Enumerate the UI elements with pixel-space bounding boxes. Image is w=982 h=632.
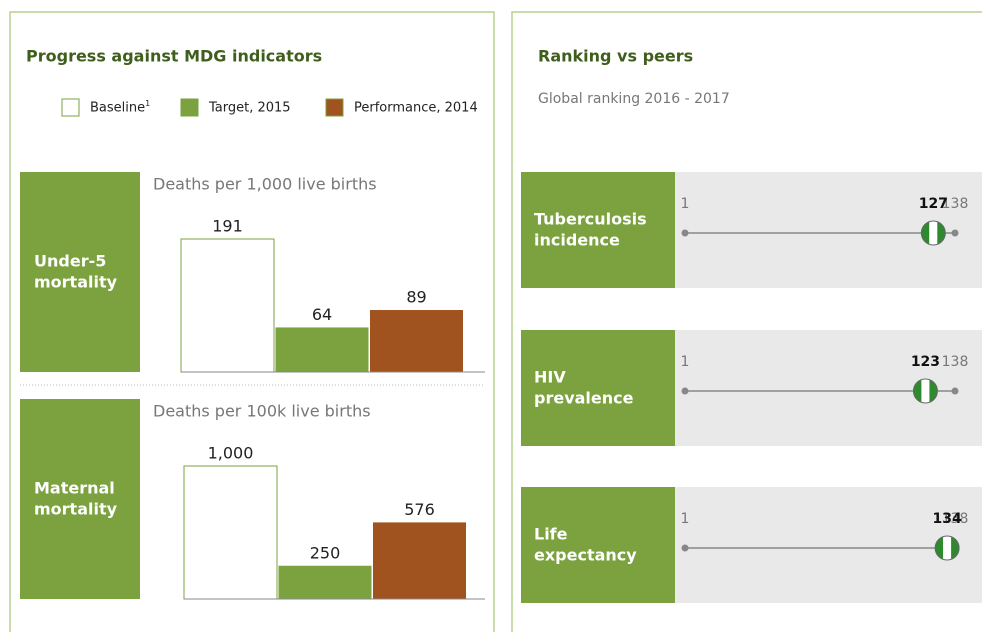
left-title: Progress against MDG indicators [26, 47, 322, 66]
flag-right [929, 379, 938, 403]
label-line: incidence [534, 230, 620, 249]
row-label-box [521, 487, 675, 603]
tick-dot [681, 544, 689, 552]
legend-note: 1 [145, 99, 150, 108]
value-label: 1,000 [208, 444, 254, 463]
bar [180, 238, 275, 373]
tick-label: 138 [942, 196, 969, 212]
value-label: 64 [312, 305, 332, 324]
label: Life expectancy [534, 524, 637, 564]
row-label-box [20, 399, 140, 599]
bar [278, 565, 372, 599]
legend-label: Performance, 2014 [354, 101, 478, 116]
label: HIV prevalence [534, 367, 634, 407]
tick-label: 138 [942, 511, 969, 527]
flag-marker [912, 378, 938, 404]
tick-label: 138 [942, 354, 969, 370]
label-line: mortality [34, 272, 118, 291]
legend-label: Target, 2015 [208, 101, 291, 116]
label: Maternal mortality [34, 478, 118, 518]
chart-subtitle: Deaths per 100k live births [153, 402, 371, 421]
bar [275, 327, 369, 372]
label: Tuberculosis incidence [534, 209, 647, 249]
flag-mid [929, 221, 938, 245]
tick-dot [681, 387, 689, 395]
right-subtitle: Global ranking 2016 - 2017 [538, 91, 730, 107]
flag-ring [920, 220, 946, 246]
label-line: expectancy [534, 545, 637, 564]
label-line: Under-5 [34, 251, 106, 270]
legend-swatch [180, 98, 199, 117]
chart-subtitle: Deaths per 1,000 live births [153, 175, 377, 194]
value-label: 89 [406, 288, 426, 307]
flag-marker [920, 220, 946, 246]
value-label: 127 [919, 196, 948, 212]
legend-swatch [325, 98, 344, 117]
flag-right [937, 221, 946, 245]
bar [370, 310, 463, 372]
label-line: HIV [534, 367, 566, 386]
bar [373, 522, 466, 599]
flag-ring [912, 378, 938, 404]
legend-label: Baseline1 [90, 99, 150, 116]
value-label: 576 [404, 500, 435, 519]
right-title: Ranking vs peers [538, 47, 693, 66]
value-label: 134 [932, 511, 961, 527]
tick-label: 1 [681, 511, 690, 527]
label: Under-5 mortality [34, 251, 118, 291]
tick-label: 1 [681, 196, 690, 212]
flag-ring [934, 535, 960, 561]
tick-dot [951, 387, 959, 395]
tick-dot [951, 229, 959, 237]
value-label: 123 [911, 354, 940, 370]
flag-left [921, 221, 930, 245]
right-panel [511, 11, 982, 632]
label-line: Life [534, 524, 568, 543]
flag-mid [921, 379, 930, 403]
tick-label: 1 [681, 354, 690, 370]
flag-mid [943, 536, 952, 560]
label-line: Maternal [34, 478, 115, 497]
legend-swatch [61, 98, 80, 117]
value-label: 250 [310, 543, 341, 562]
row-label-box [521, 172, 675, 288]
left-panel [9, 11, 495, 632]
bar [183, 465, 278, 600]
tick-dot [681, 229, 689, 237]
flag-right [951, 536, 960, 560]
label-line: Tuberculosis [534, 209, 647, 228]
flag-left [935, 536, 944, 560]
label-line: prevalence [534, 388, 634, 407]
flag-marker [934, 535, 960, 561]
row-track-bg [675, 487, 982, 603]
flag-left [913, 379, 922, 403]
value-label: 191 [212, 217, 243, 236]
row-label-box [521, 330, 675, 446]
row-label-box [20, 172, 140, 372]
label-line: mortality [34, 499, 118, 518]
